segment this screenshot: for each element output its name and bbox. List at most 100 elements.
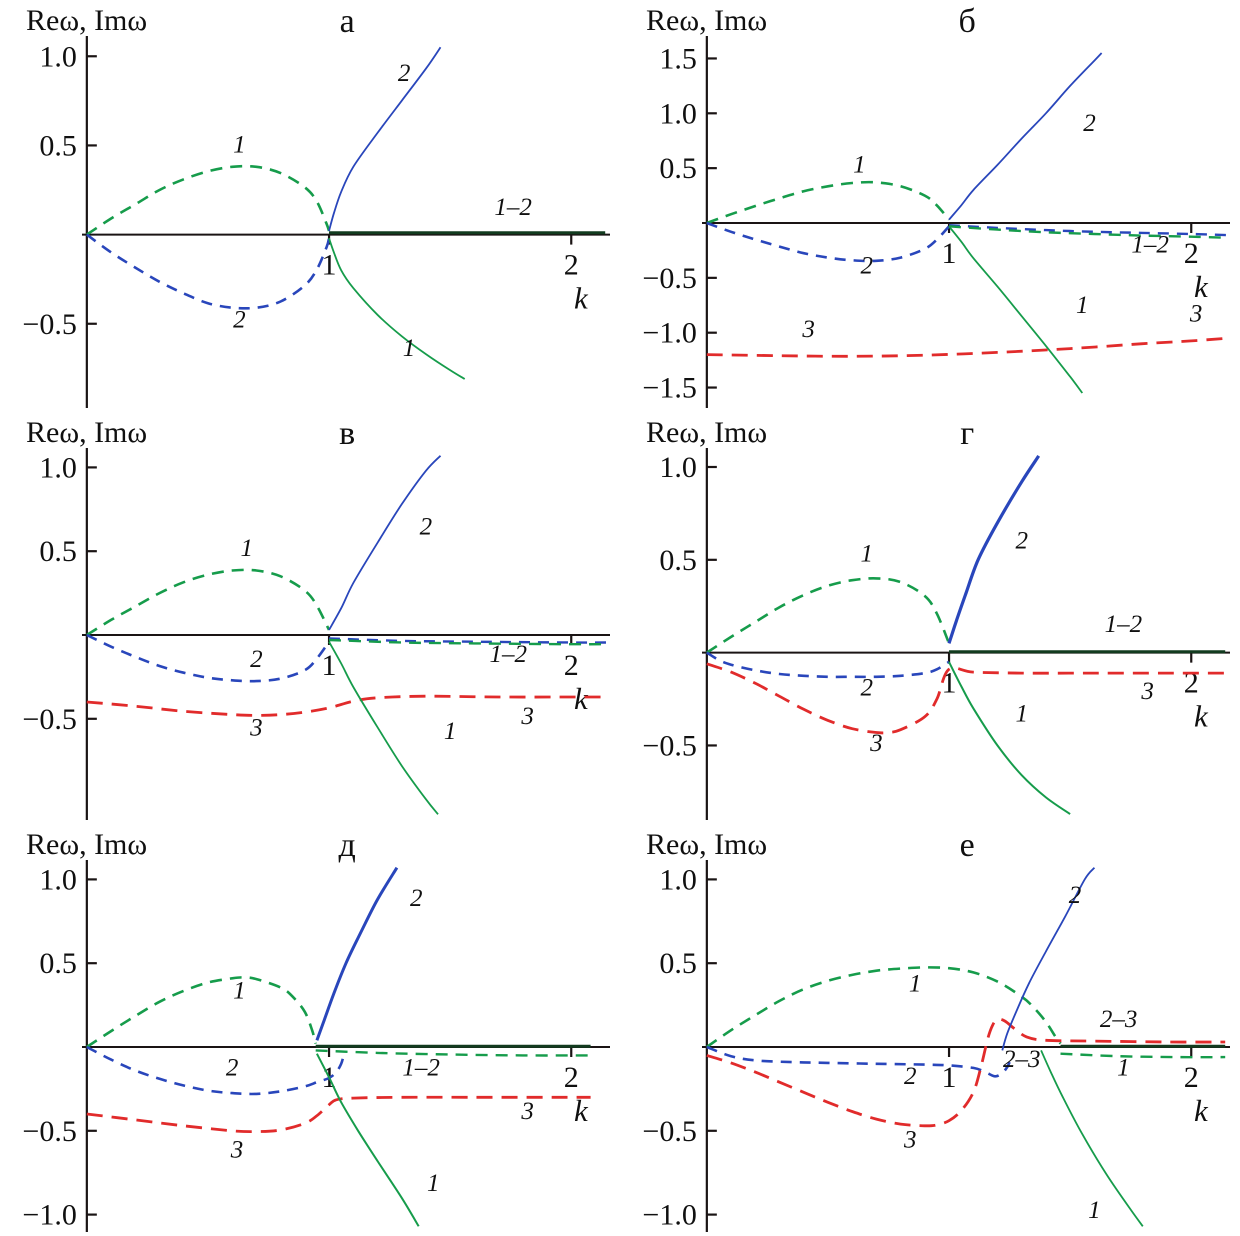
curve-mode1-dashed (706, 966, 1062, 1049)
y-tick-label: −0.5 (642, 262, 696, 295)
curve-label: 2–3 (1100, 1006, 1138, 1033)
y-tick-label: 1.0 (659, 863, 697, 896)
curve-mode1-solid (316, 1053, 420, 1227)
curve-mode3-dashed (86, 694, 608, 717)
curve-label: 2 (410, 885, 423, 912)
curve-mode2-dashed (706, 1045, 1011, 1078)
y-tick-label: 1.0 (39, 863, 77, 896)
x-tick-label: 2 (564, 1061, 579, 1094)
y-tick-label: −0.5 (22, 703, 76, 736)
curve-mode1-solid (328, 237, 466, 380)
y-tick-label: −1.0 (642, 1199, 696, 1232)
curve-label: 1–2 (1105, 611, 1143, 638)
curve-mode1-dashed (86, 164, 331, 236)
x-tick-label: 2 (564, 249, 579, 282)
curve-mode2-solid (328, 455, 442, 631)
curve-label: 1–2 (1131, 232, 1169, 259)
curve-label: 1 (1076, 292, 1089, 319)
curve-mode3-dashed (706, 336, 1228, 358)
curve-mode2-dashed (706, 651, 950, 679)
curve-mode2-dashed (86, 1045, 345, 1096)
curve-label: 3 (903, 1127, 917, 1154)
curve-mode2-dashed-tail (328, 637, 608, 644)
curve-mode2-dashed (86, 233, 331, 310)
y-axis-title: Reω, Imω (646, 828, 767, 861)
curve-mode2-solid (1001, 867, 1096, 1051)
curve-label: 2 (398, 60, 411, 87)
curve-label: 2 (233, 306, 246, 333)
x-tick-label: 1 (942, 1061, 957, 1094)
y-tick-label: 1.0 (659, 97, 697, 130)
y-tick-label: 0.5 (39, 947, 77, 980)
x-tick-label: 2 (1184, 1061, 1199, 1094)
curve-label: 3 (520, 1098, 534, 1125)
panel-title: г (960, 415, 974, 452)
curve-label: 2 (860, 674, 873, 701)
curve-mode1-dashed (706, 180, 951, 225)
curve-mode1-solid (948, 661, 1071, 815)
y-tick-label: 0.5 (659, 947, 697, 980)
curve-label: 1–2 (494, 194, 532, 221)
curve-label: 3 (249, 715, 263, 742)
curve-label: 1 (853, 152, 866, 179)
y-tick-label: −0.5 (642, 1115, 696, 1148)
curve-mode3-dashed (706, 662, 1228, 735)
panel-a: Reω, Imω а 1.0 0.5 −0.5 1 2 k 1 2 2 1 1–2 (0, 0, 620, 412)
x-tick-label: 2 (564, 649, 579, 682)
curve-label: 2 (226, 1054, 239, 1081)
panel-title: д (339, 827, 356, 864)
curve-mode1-solid (948, 225, 1084, 394)
panel-v: Reω, Imω в 1.0 0.5 −0.5 1 2 k 1 2 3 2 1 1–2 3 (0, 412, 620, 824)
curve-mode2-solid (948, 52, 1103, 221)
y-tick-label: −0.5 (22, 308, 76, 341)
curve-mode1-dashed (86, 976, 317, 1049)
curve-label: 2 (420, 513, 433, 540)
panel-g: Reω, Imω г 1.0 0.5 −0.5 1 2 k 1 2 3 2 1 1–2 3 (620, 412, 1240, 824)
curve-label: 1–2 (490, 641, 528, 668)
x-axis-title: k (574, 681, 589, 716)
curve-label: 1 (403, 335, 416, 362)
y-tick-label: −1.0 (642, 317, 696, 350)
panel-e: Reω, Imω е 1.0 0.5 −0.5 −1.0 1 2 k 1 2 3 2 2–3 2–3 1 1 (620, 824, 1240, 1236)
chart-b: Reω, Imω б1.51.00.5−0.5−1.0−1.51 2k1221331… (642, 3, 1230, 408)
curve-mode1-dashed (706, 577, 951, 654)
y-tick-label: −1.5 (642, 372, 696, 405)
y-tick-label: 1.0 (39, 451, 77, 484)
curve-label: 2–3 (1003, 1046, 1041, 1073)
curve-label: 3 (1189, 301, 1203, 328)
y-axis-title: Reω, Imω (646, 416, 767, 449)
x-axis-title: k (1194, 1093, 1209, 1128)
curve-mode3-dashed (706, 1017, 1226, 1128)
curve-label: 3 (801, 316, 815, 343)
curve-mode2-dashed (86, 633, 331, 683)
panel-title: а (340, 3, 355, 40)
x-tick-label: 2 (1184, 237, 1199, 270)
curve-label: 1 (427, 1170, 440, 1197)
x-axis-title: k (574, 1093, 589, 1128)
curve-mode2-solid (947, 455, 1041, 644)
curve-mode1-solid (1040, 1050, 1144, 1227)
x-tick-label: 1 (942, 237, 957, 270)
curve-label: 1 (1015, 700, 1028, 727)
y-tick-label: 1.5 (659, 42, 697, 75)
curve-label: 3 (869, 730, 883, 757)
curve-label: 1 (233, 132, 246, 159)
curve-mode1-dashed (86, 568, 331, 637)
y-axis-title: Reω, Imω (26, 828, 147, 861)
y-tick-label: 1.0 (659, 451, 697, 484)
curve-label: 1 (909, 971, 922, 998)
y-axis-title: Reω, Imω (26, 416, 147, 449)
panel-title: е (960, 827, 975, 864)
panel-d: Reω, Imω д 1.0 0.5 −0.5 −1.0 1 2 k 1 2 3 2 1 1–2 3 (0, 824, 620, 1236)
curve-label: 3 (230, 1137, 244, 1164)
curve-mode1-dashed-tail (948, 225, 1228, 239)
curve-label: 1 (444, 718, 457, 745)
curve-mode1-dashed-tail (315, 1049, 591, 1057)
panel-title: в (339, 415, 355, 452)
curve-label: 2 (250, 646, 263, 673)
